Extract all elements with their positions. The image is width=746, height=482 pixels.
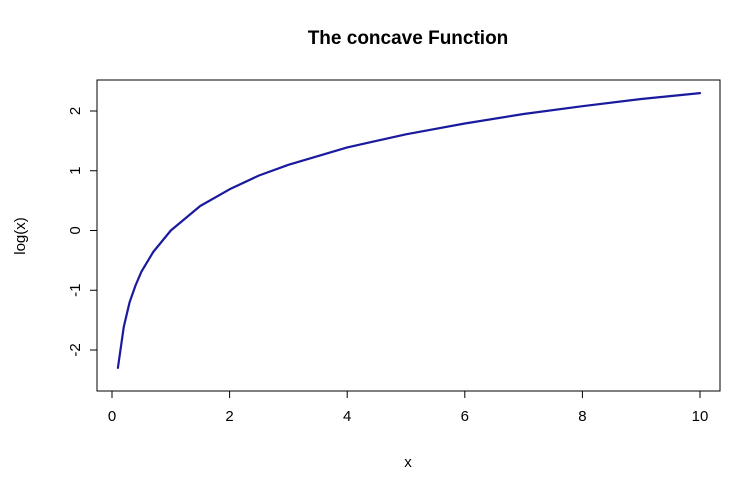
x-axis: 0 2 4 6 8 10 (108, 390, 709, 425)
x-tick-label: 10 (692, 408, 709, 425)
y-tick-label: 2 (67, 107, 84, 115)
chart-title: The concave Function (308, 28, 509, 49)
series-layer (116, 91, 702, 369)
y-tick-label: 0 (67, 226, 84, 234)
x-tick-label: 8 (578, 408, 586, 425)
y-axis-label: log(x) (12, 217, 29, 255)
x-axis-label: x (404, 454, 412, 471)
series-line-log (116, 91, 702, 369)
y-tick-label: 1 (67, 167, 84, 175)
y-axis: -2 -1 0 1 2 (67, 107, 98, 357)
y-tick-label: -1 (67, 284, 84, 297)
x-tick-label: 4 (343, 408, 351, 425)
plot-frame (96, 79, 721, 392)
x-tick-label: 6 (461, 408, 469, 425)
x-tick-label: 0 (108, 408, 116, 425)
x-tick-label: 2 (225, 408, 233, 425)
y-tick-label: -2 (67, 343, 84, 356)
